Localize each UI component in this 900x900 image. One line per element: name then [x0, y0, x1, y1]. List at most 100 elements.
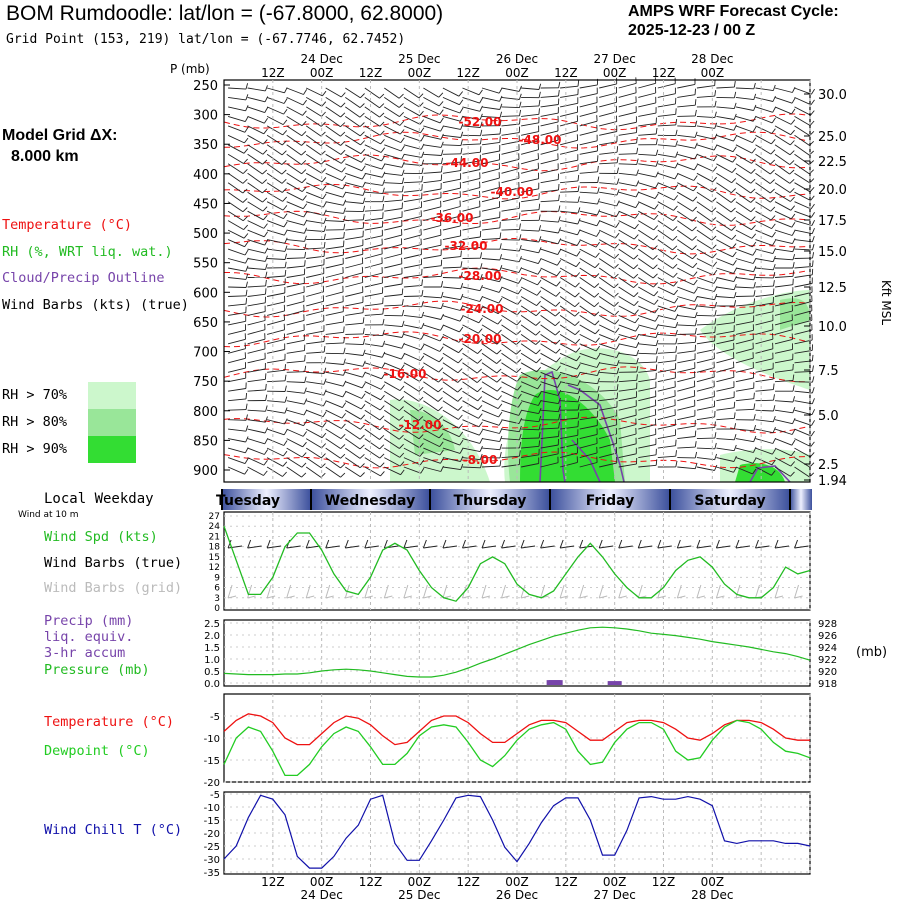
wind-barb — [481, 315, 503, 325]
wind-barb — [618, 220, 639, 230]
wind-barb — [325, 182, 347, 190]
wind-barb-flag — [691, 245, 697, 251]
wind-barb-flag — [594, 320, 600, 326]
wind-barb-shaft — [286, 182, 303, 192]
wind-barb-flag — [284, 364, 286, 371]
wind-barb — [481, 95, 503, 102]
wind-barb-shaft — [540, 179, 559, 184]
wind-barb — [559, 324, 580, 336]
wind-barb-shaft — [716, 357, 734, 364]
wind-barb-shaft — [599, 324, 616, 334]
wind-barb-flag — [575, 272, 581, 278]
isotherm-label: -36.00 — [431, 211, 474, 225]
wind-barb-shaft — [521, 454, 539, 459]
wind-barb — [618, 314, 640, 324]
wind-barb-shaft — [521, 105, 540, 108]
wind-barb-flag — [399, 452, 405, 458]
pressure-tick-label: 850 — [193, 434, 218, 449]
wind-barb-shaft — [794, 349, 813, 354]
model-grid-label: Model Grid ΔX: — [2, 127, 118, 144]
wind-barb-shaft — [638, 378, 657, 383]
wind-barb-shaft — [345, 322, 364, 326]
wind-barb — [696, 285, 718, 292]
wind-barb-flag — [479, 137, 482, 144]
wind-barb — [716, 381, 735, 392]
wind-barb-flag — [535, 340, 541, 345]
wind-barb — [306, 400, 327, 407]
wind-barb-shaft — [501, 149, 520, 155]
wind-barb-flag — [594, 329, 600, 335]
wind-barb — [696, 310, 717, 317]
wind-barb — [774, 314, 793, 326]
wind-barb — [247, 96, 269, 103]
wind-barb-shaft — [423, 115, 441, 124]
legend-rh80: RH > 80% — [2, 414, 68, 430]
wind-barb-shaft — [657, 201, 674, 211]
wind-barb-flag — [733, 308, 736, 315]
wind-barb-shaft — [579, 305, 595, 317]
wind-barb-flag — [615, 343, 620, 350]
wind-barb-shaft — [716, 239, 733, 249]
wind-barb-shaft — [735, 201, 752, 213]
wind-barb — [520, 296, 541, 306]
wind-barb — [521, 116, 540, 127]
wind-barb — [423, 428, 444, 439]
wind-barb-shaft — [325, 134, 341, 146]
wind-barb-shaft — [403, 206, 422, 212]
wind-barb — [774, 172, 795, 184]
wind-barb — [266, 144, 287, 156]
wind-barb-flag — [284, 385, 287, 392]
wind-barb — [696, 432, 717, 440]
wind-barb — [462, 190, 481, 203]
wind-barb-flag — [673, 195, 679, 201]
wind-barb-shaft — [481, 286, 500, 293]
wind-barb-shaft — [442, 153, 461, 155]
wind-barb — [247, 333, 266, 345]
wind-barb-flag — [672, 226, 678, 231]
wind-barb-shaft — [735, 367, 754, 373]
wind-barb-flag — [380, 147, 386, 153]
wind-barb — [677, 88, 696, 98]
top-time-label: 00Z — [408, 66, 432, 80]
wind-barb-flag — [577, 379, 581, 386]
wind-barb — [305, 153, 326, 165]
wind-barb-flag — [616, 384, 619, 391]
wind-barb-shaft — [599, 371, 618, 375]
wind-barb-flag — [733, 300, 737, 307]
wind-barb-shaft — [481, 371, 498, 383]
wind-barb-shaft — [521, 209, 540, 212]
wind-barb-flag — [694, 99, 697, 106]
isotherm-line — [223, 210, 807, 226]
wind-barb-flag — [342, 391, 347, 398]
wind-barb-shaft — [579, 324, 596, 335]
wind-barb-flag — [284, 237, 288, 244]
wind-barb-shaft — [384, 304, 403, 307]
wind-barb-flag — [693, 175, 698, 181]
wind-barb — [481, 381, 502, 392]
wind-barb-shaft — [384, 409, 400, 421]
top-date-label: 25 Dec — [398, 52, 440, 66]
wind-barb-flag — [379, 444, 385, 450]
wind-barb-shaft — [345, 301, 363, 307]
wind-barb — [403, 290, 424, 297]
wind-barb-shaft — [384, 283, 403, 288]
wind-barb — [227, 182, 248, 194]
wind-barb — [794, 144, 815, 156]
wind-barb — [696, 133, 718, 140]
true-barb — [696, 545, 711, 549]
wind-barb — [266, 172, 287, 184]
wind-barb-shaft — [755, 134, 772, 145]
wind-barb-flag — [714, 90, 717, 97]
wind-barb — [247, 416, 268, 423]
wind-barb-flag — [595, 241, 600, 248]
wind-barb-shaft — [540, 453, 559, 459]
wind-barb-flag — [244, 137, 249, 144]
wind-barb-flag — [382, 308, 385, 315]
wind-barb-shaft — [501, 158, 520, 165]
wind-barb-shaft — [384, 447, 400, 458]
true-barb-flag — [344, 539, 349, 549]
wind-barb-shaft — [735, 312, 754, 316]
wind-barb-flag — [594, 262, 600, 269]
wind-barb-flag — [810, 430, 815, 437]
wind-barb — [364, 329, 385, 337]
